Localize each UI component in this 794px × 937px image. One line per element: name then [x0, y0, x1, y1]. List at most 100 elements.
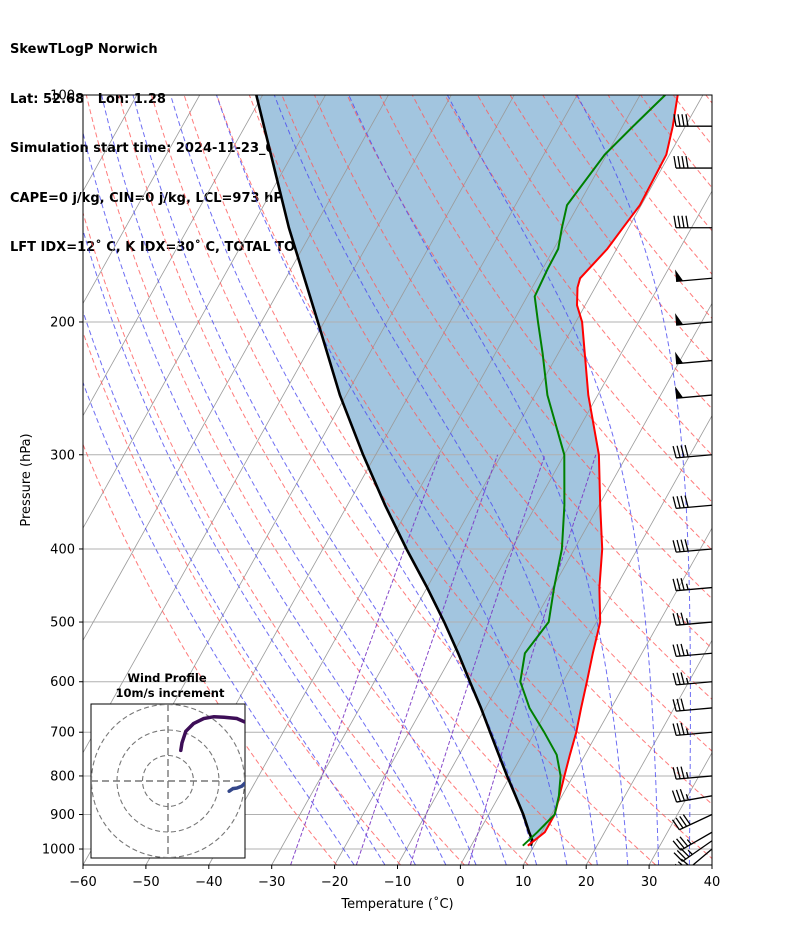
wind-barb-shaft	[676, 394, 712, 399]
hodograph-trace-high	[179, 714, 245, 753]
wind-barb-full	[673, 852, 683, 862]
wind-barbs	[671, 114, 712, 865]
wind-barb-half	[685, 649, 689, 656]
isotherm-line	[648, 751, 712, 865]
wind-barb-full	[671, 790, 678, 803]
isotherm-line	[0, 95, 11, 865]
dewpoint-line	[519, 95, 666, 847]
y-tick-label: 200	[50, 315, 75, 330]
wind-barb-full	[676, 496, 681, 509]
wind-barb-half	[686, 839, 692, 845]
wind-barb-full	[676, 698, 681, 711]
moist-adiabat	[273, 95, 598, 865]
dry-adiabat	[248, 95, 712, 752]
wind-barb-full	[680, 539, 685, 552]
dry-adiabat	[83, 443, 338, 865]
dry-adiabat	[640, 95, 712, 189]
wind-barb-shaft	[676, 359, 712, 365]
wind-barb-full	[672, 672, 677, 686]
dry-adiabat	[83, 330, 401, 865]
wind-barb	[672, 643, 712, 658]
wind-barb-flag	[675, 386, 684, 399]
isotherm-line	[0, 95, 74, 865]
wind-barb-full	[685, 155, 689, 169]
wind-barb-shaft	[676, 731, 712, 737]
wind-barb-shaft	[676, 795, 712, 803]
wind-barb-half	[685, 618, 689, 625]
y-axis-label: Pressure (hPa)	[19, 433, 34, 526]
x-tick-label: 40	[704, 875, 721, 890]
dry-adiabat	[216, 95, 712, 805]
isotherm-line	[83, 95, 201, 305]
wind-barb	[672, 672, 712, 686]
isotherm-line	[83, 95, 389, 642]
mixing-ratio-line	[468, 454, 597, 865]
dry-adiabat	[346, 95, 712, 600]
wind-barb	[672, 722, 712, 737]
mixing-ratio-line	[355, 454, 499, 865]
hodograph-ring	[91, 704, 245, 858]
plot-area	[0, 95, 712, 865]
moist-adiabat	[446, 95, 659, 865]
wind-barb-full	[680, 445, 685, 458]
hodograph-inset: Wind Profile 10m/s increment	[90, 671, 246, 859]
dry-adiabat	[83, 211, 465, 865]
wind-barb	[675, 351, 712, 365]
moist-adiabat	[83, 228, 416, 865]
wind-barb-full	[672, 578, 677, 591]
y-tick-label: 500	[50, 616, 75, 631]
temperature-line	[527, 95, 679, 847]
dry-adiabat	[281, 95, 712, 700]
x-axis-label: Temperature (˚C)	[340, 896, 453, 912]
isotherms	[0, 95, 712, 865]
moist-adiabat	[132, 95, 507, 865]
wind-barb	[672, 831, 712, 851]
dry-adiabat	[705, 95, 712, 104]
wind-barb-full	[684, 539, 689, 552]
wind-barb-full	[676, 766, 681, 779]
wind-barb-full	[676, 672, 681, 685]
isotherm-line	[208, 95, 641, 865]
wind-barb	[672, 612, 712, 626]
wind-barb-full	[676, 445, 681, 458]
x-tick-label: −50	[132, 875, 159, 890]
wind-barb-full	[676, 838, 685, 849]
x-tick-label: −60	[69, 875, 96, 890]
wind-barb-full	[680, 578, 685, 591]
wind-barb-shaft	[680, 831, 712, 851]
wind-barb-full	[676, 578, 681, 591]
wind-barb	[672, 698, 712, 712]
y-tick-label: 700	[50, 726, 75, 741]
dry-adiabat	[183, 95, 712, 860]
moist-adiabat	[348, 95, 629, 865]
wind-barb	[673, 155, 712, 169]
wind-barb-shaft	[676, 652, 712, 658]
wind-barb-half	[685, 771, 689, 779]
moist-adiabat	[83, 381, 355, 865]
wind-barb-full	[680, 672, 685, 685]
wind-barb-full	[685, 114, 689, 127]
wind-barb	[673, 114, 712, 127]
wind-barb-shaft	[676, 454, 712, 459]
moist-adiabat	[101, 95, 477, 865]
wind-barb-half	[685, 794, 689, 801]
wind-barb	[674, 848, 712, 865]
y-tick-label: 400	[50, 542, 75, 557]
dry-adiabat	[118, 95, 593, 865]
wind-barb-full	[673, 114, 677, 127]
dry-adiabat	[314, 95, 712, 650]
wind-barb-full	[684, 495, 689, 508]
wind-barb-full	[680, 766, 685, 779]
wind-barb-shaft	[676, 586, 712, 592]
wind-barb-full	[671, 819, 680, 831]
isotherm-line	[460, 414, 712, 865]
moist-adiabat	[216, 95, 568, 865]
moist-adiabat	[576, 95, 691, 865]
wind-barb-full	[672, 540, 677, 553]
wind-barb-full	[680, 495, 685, 508]
wind-barb	[671, 788, 712, 803]
wind-barb-full	[672, 767, 677, 780]
wind-barb-half	[685, 583, 689, 590]
isotherm-line	[522, 527, 712, 865]
